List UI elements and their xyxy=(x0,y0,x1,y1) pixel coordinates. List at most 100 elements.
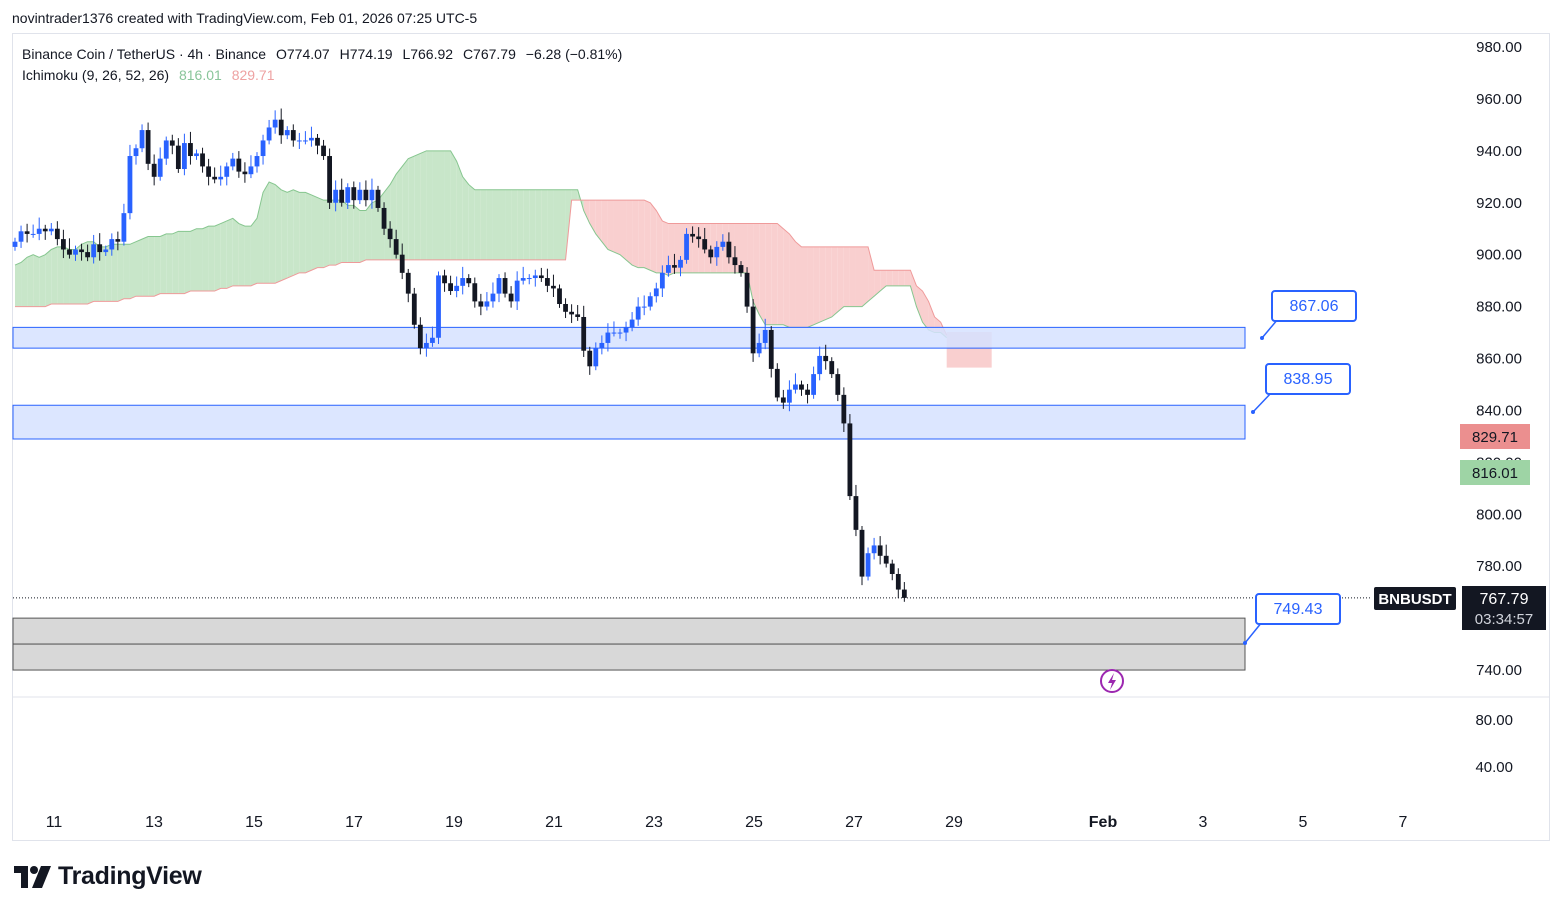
cloud-segment xyxy=(807,246,814,328)
candle-body xyxy=(587,350,593,367)
cloud-segment xyxy=(287,189,294,279)
cloud-segment xyxy=(849,246,856,307)
cloud-segment xyxy=(21,257,28,307)
candle-body xyxy=(417,324,423,349)
cloud-segment xyxy=(214,223,221,292)
cloud-segment xyxy=(341,200,348,263)
candle-body xyxy=(67,249,72,255)
candle-body xyxy=(787,389,792,403)
candle-body xyxy=(817,355,823,375)
candle-body xyxy=(708,249,714,258)
cloud-segment xyxy=(226,218,233,289)
candle-body xyxy=(617,332,623,334)
ohlc-low: L766.92 xyxy=(402,46,454,62)
symbol-title[interactable]: Binance Coin / TetherUS · 4h · Binance xyxy=(22,46,267,62)
cloud-segment xyxy=(771,223,778,325)
cloud-segment xyxy=(928,301,935,333)
y-tick-label: 920.00 xyxy=(1476,195,1522,212)
y-tick-label: 960.00 xyxy=(1476,91,1522,108)
candle-body xyxy=(315,137,320,146)
cloud-segment xyxy=(450,150,457,260)
cloud-segment xyxy=(868,246,875,302)
y-tick-label: 900.00 xyxy=(1476,247,1522,264)
x-tick-label: 27 xyxy=(845,814,863,831)
ohlc-open: O774.07 xyxy=(276,46,330,62)
candle-body xyxy=(696,236,702,240)
candle-body xyxy=(442,275,447,284)
cloud-segment xyxy=(299,192,306,273)
candle-body xyxy=(175,145,181,170)
candle-body xyxy=(551,285,556,289)
cloud-segment xyxy=(783,228,790,328)
candle-body xyxy=(520,278,526,281)
candle-body xyxy=(375,189,381,208)
span-a-price-label: 816.01 xyxy=(1472,465,1518,482)
cloud-segment xyxy=(668,223,675,276)
callout-838.95: 838.95 xyxy=(1251,363,1351,414)
lightning-icon-bolt xyxy=(1108,673,1116,690)
candle-body xyxy=(466,278,472,284)
callout-box xyxy=(1271,290,1357,322)
candle-body xyxy=(296,140,302,142)
x-tick-label: 19 xyxy=(445,814,463,831)
cloud-segment xyxy=(662,220,669,276)
candle-body xyxy=(901,589,907,598)
candle-body xyxy=(865,553,871,577)
candle-body xyxy=(484,301,490,307)
candle-body xyxy=(381,207,387,229)
candle-body xyxy=(678,259,683,268)
cloud-segment xyxy=(269,181,276,284)
callout-label: 867.06 xyxy=(1290,298,1339,315)
candle-body xyxy=(538,275,544,279)
candle-body xyxy=(345,187,351,203)
cloud-segment xyxy=(99,246,106,302)
cloud-segment xyxy=(583,200,590,224)
candle-body xyxy=(502,278,508,294)
cloud-segment xyxy=(45,249,52,307)
cloud-segment xyxy=(263,181,270,284)
indicator-label[interactable]: Ichimoku (9, 26, 52, 26) xyxy=(22,67,170,83)
cloud-segment xyxy=(759,223,766,325)
cloud-segment xyxy=(172,231,179,294)
candle-body xyxy=(659,272,665,289)
candle-body xyxy=(714,246,720,258)
candle-body xyxy=(327,156,332,203)
cloud-segment xyxy=(444,150,451,260)
cloud-segment xyxy=(184,231,191,294)
x-tick-label: 21 xyxy=(545,814,563,831)
candle-body xyxy=(563,304,568,312)
candle-body xyxy=(472,283,478,302)
cloud-segment xyxy=(432,150,439,260)
candle-body xyxy=(182,143,187,170)
candle-body xyxy=(883,555,889,564)
cloud-segment xyxy=(607,200,614,253)
candle-body xyxy=(799,384,804,390)
cloud-segment xyxy=(874,270,881,297)
candle-body xyxy=(557,288,562,305)
candle-body xyxy=(847,423,853,497)
callout-anchor xyxy=(1260,336,1264,340)
candle-body xyxy=(284,130,290,136)
candle-body xyxy=(127,156,133,214)
cloud-segment xyxy=(892,270,899,286)
ichimoku-price-labels: 829.71 816.01 xyxy=(1460,424,1530,485)
candle-body xyxy=(623,327,629,333)
cloud-segment xyxy=(801,246,808,328)
x-axis: 11 13 15 17 19 21 23 25 27 29 Feb 3 5 7 xyxy=(46,814,1408,831)
cloud-segment xyxy=(196,228,203,292)
y-tick-label: 780.00 xyxy=(1476,558,1522,575)
candle-body xyxy=(357,189,363,201)
indicator-legend: Ichimoku (9, 26, 52, 26) 816.01 829.71 xyxy=(22,67,275,83)
candle-body xyxy=(430,337,435,343)
candles xyxy=(12,108,907,602)
cloud-segment xyxy=(154,236,161,297)
candle-body xyxy=(30,233,36,235)
cloud-segment xyxy=(529,189,536,260)
x-tick-label: 23 xyxy=(645,814,663,831)
cloud-segment xyxy=(27,254,34,307)
x-tick-label: 5 xyxy=(1299,814,1308,831)
span-b-price-tag xyxy=(1460,424,1530,449)
cloud-segment xyxy=(547,189,554,260)
y-tick-label: 860.00 xyxy=(1476,351,1522,368)
